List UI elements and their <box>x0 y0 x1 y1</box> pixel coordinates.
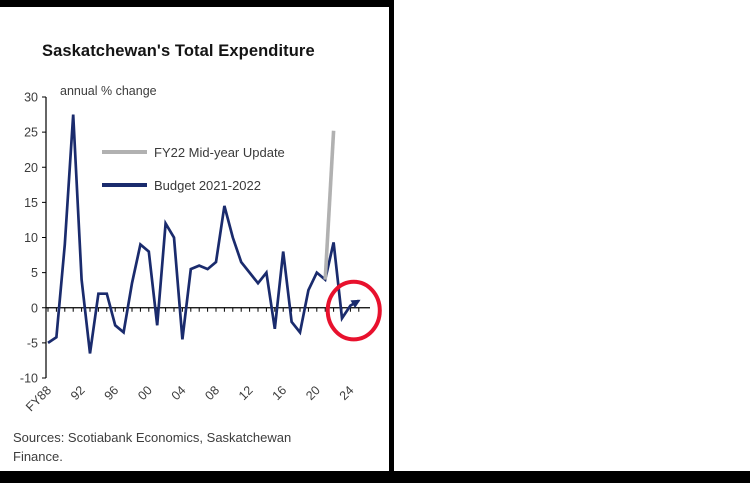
svg-text:0: 0 <box>31 301 38 315</box>
frame-bottom-border <box>0 471 750 483</box>
svg-text:92: 92 <box>68 383 88 403</box>
legend-item-midyear-update: FY22 Mid-year Update <box>102 142 285 162</box>
svg-text:5: 5 <box>31 266 38 280</box>
y-axis-units-note: annual % change <box>60 84 157 98</box>
svg-text:15: 15 <box>24 196 38 210</box>
svg-text:-10: -10 <box>20 372 38 386</box>
svg-text:12: 12 <box>236 383 256 403</box>
line-chart-canvas: -10 -5 0 5 10 15 20 25 30 FY88 92 96 00 04 08 12 16 20 24 <box>20 91 382 414</box>
svg-text:16: 16 <box>270 383 290 403</box>
legend-item-budget: Budget 2021-2022 <box>102 175 285 195</box>
chart-title: Saskatchewan's Total Expenditure <box>42 42 315 60</box>
svg-text:08: 08 <box>202 383 222 403</box>
svg-text:20: 20 <box>303 383 323 403</box>
source-note: Sources: Scotiabank Economics, Saskatche… <box>13 430 292 464</box>
svg-text:00: 00 <box>135 383 155 403</box>
svg-text:96: 96 <box>102 383 122 403</box>
svg-text:25: 25 <box>24 126 38 140</box>
chart-legend: FY22 Mid-year Update Budget 2021-2022 <box>102 142 285 208</box>
svg-text:-5: -5 <box>27 336 38 350</box>
frame-right-border <box>389 0 394 471</box>
svg-text:04: 04 <box>169 383 189 403</box>
legend-label-midyear-update: FY22 Mid-year Update <box>154 144 285 160</box>
legend-label-budget: Budget 2021-2022 <box>154 177 261 193</box>
svg-text:30: 30 <box>24 91 38 105</box>
svg-text:FY88: FY88 <box>23 383 54 414</box>
frame-top-border <box>0 0 394 7</box>
svg-text:24: 24 <box>337 383 357 403</box>
legend-swatch-gray-line <box>102 149 147 155</box>
svg-text:10: 10 <box>24 231 38 245</box>
svg-text:20: 20 <box>24 161 38 175</box>
legend-swatch-navy-line <box>102 182 147 188</box>
